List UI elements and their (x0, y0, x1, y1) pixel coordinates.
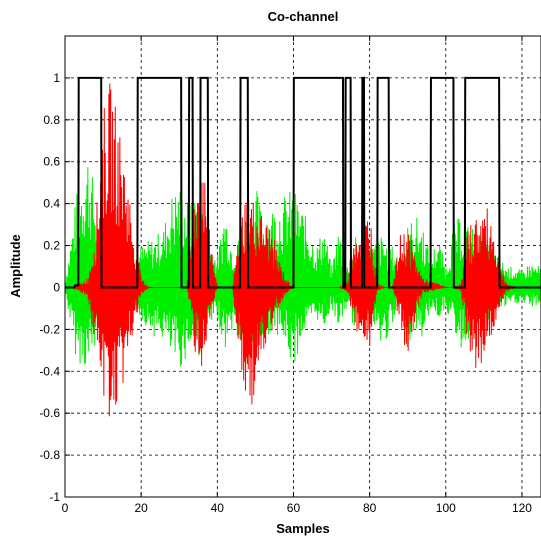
y-tick-label: 1 (53, 71, 60, 85)
series-2-step-line (65, 76, 541, 289)
chart-title: Co-channel (268, 9, 339, 24)
series-layer (64, 76, 541, 417)
x-axis-label: Samples (276, 521, 329, 536)
y-tick-label: -0.8 (39, 448, 60, 462)
ticks: 0 20 40 60 80 100 120 -1 -0.8 -0.6 -0.4 -0.2 0 0.2 0.4… (39, 36, 532, 515)
y-tick-label: 0.4 (43, 197, 60, 211)
y-tick-label: -0.4 (39, 364, 60, 378)
x-tick-label: 120 (512, 501, 532, 515)
y-tick-label: 0.6 (43, 155, 60, 169)
series-0-signal (64, 167, 541, 367)
y-tick-label: -0.2 (39, 322, 60, 336)
y-axis-label: Amplitude (8, 234, 23, 298)
plot-area: 0 20 40 60 80 100 120 -1 -0.8 -0.6 -0.4 -0.2 0 0.2 0.4… (39, 35, 541, 515)
x-tick-label: 20 (134, 501, 148, 515)
y-tick-label: 0 (53, 280, 60, 294)
axes-frame (64, 35, 541, 498)
x-tick-label: 60 (287, 501, 301, 515)
y-tick-label: 0.8 (43, 113, 60, 127)
y-tick-label: 0.2 (43, 239, 60, 253)
x-tick-label: 100 (436, 501, 456, 515)
y-tick-label: -0.6 (39, 406, 60, 420)
series-1-signal (65, 83, 541, 417)
x-tick-label: 80 (363, 501, 377, 515)
x-tick-label: 40 (211, 501, 225, 515)
x-tick-label: 0 (62, 501, 69, 515)
y-tick-label: -1 (49, 490, 60, 504)
